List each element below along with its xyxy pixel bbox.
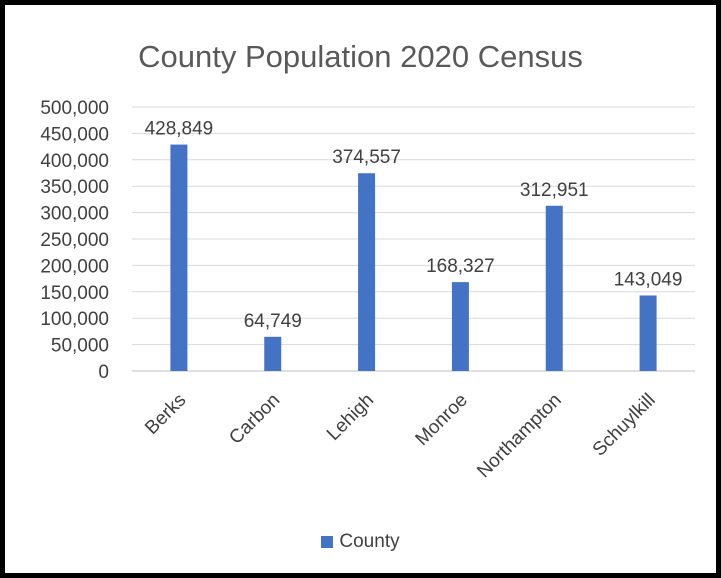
data-label: 374,557: [332, 147, 401, 168]
y-tick-label: 0: [98, 362, 109, 383]
y-tick-label: 150,000: [40, 283, 109, 304]
x-tick-label: Lehigh: [323, 390, 378, 445]
x-tick-label: Monroe: [412, 390, 472, 450]
y-tick-label: 300,000: [40, 204, 109, 225]
y-tick-label: 100,000: [40, 309, 109, 330]
data-label: 64,749: [244, 311, 302, 332]
bar: [545, 205, 563, 371]
bar: [451, 282, 469, 371]
y-tick-label: 350,000: [40, 177, 109, 198]
data-label: 312,951: [520, 180, 589, 201]
y-tick-label: 200,000: [40, 256, 109, 277]
y-tick-label: 50,000: [51, 336, 109, 357]
bar: [264, 336, 282, 371]
legend-label: County: [339, 531, 400, 552]
y-tick-label: 450,000: [40, 124, 109, 145]
x-tick-label: Schuylkill: [589, 390, 660, 461]
bar-chart: 0 50,000 100,000 150,000 200,000 250,000 300,0…: [40, 98, 695, 483]
x-tick-label: Berks: [141, 390, 190, 439]
data-label: 428,849: [145, 119, 214, 140]
data-label: 168,327: [426, 256, 495, 277]
x-tick-label: Northampton: [473, 390, 566, 483]
y-tick-label: 400,000: [40, 151, 109, 172]
chart-title: County Population 2020 Census: [138, 39, 583, 74]
bar: [170, 144, 188, 371]
legend-swatch: [321, 536, 334, 548]
bar: [639, 295, 657, 371]
y-tick-label: 250,000: [40, 230, 109, 251]
y-tick-label: 500,000: [40, 98, 109, 119]
x-tick-label: Carbon: [225, 390, 284, 449]
data-label: 143,049: [614, 269, 683, 290]
legend: County: [5, 531, 716, 553]
bar: [358, 173, 376, 371]
